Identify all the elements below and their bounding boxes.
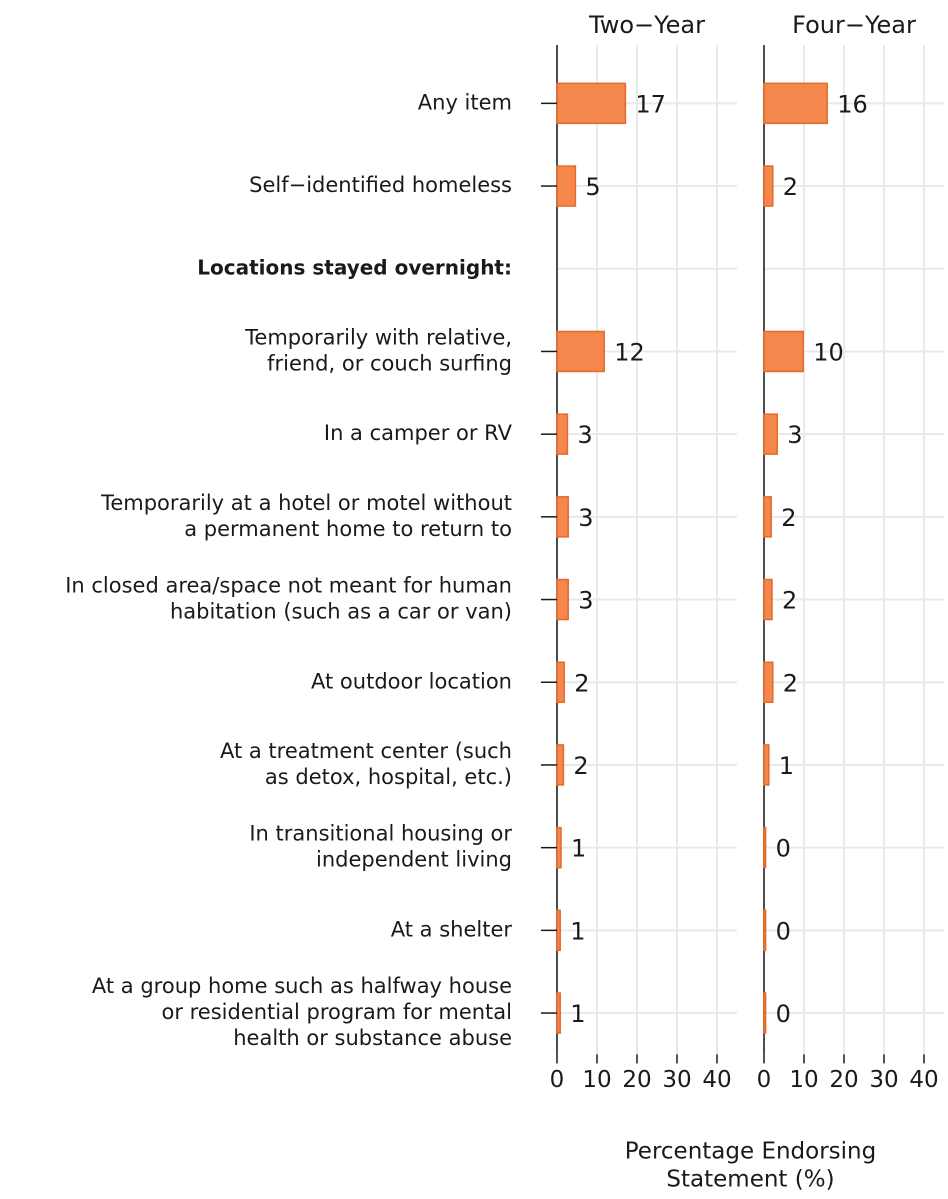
bar [556, 992, 561, 1034]
bar [556, 744, 565, 786]
category-label: habitation (such as a car or van) [170, 600, 512, 624]
x-tick-label: 40 [909, 1067, 938, 1093]
value-label: 2 [782, 587, 797, 615]
value-label: 0 [776, 1000, 791, 1028]
bar [556, 496, 569, 538]
value-label: 2 [781, 504, 796, 532]
value-label: 0 [776, 835, 791, 863]
value-label: 10 [813, 338, 844, 366]
x-tick-label: 20 [622, 1067, 651, 1093]
value-label: 2 [783, 669, 798, 697]
facet-title: Two−Year [588, 11, 705, 39]
x-tick-label: 0 [550, 1067, 565, 1093]
bar [763, 661, 774, 703]
category-label: Any item [418, 90, 512, 114]
value-label: 3 [578, 587, 593, 615]
bar [556, 413, 569, 455]
value-label: 17 [635, 90, 666, 118]
value-label: 1 [779, 752, 794, 780]
category-label: Self−identified homeless [249, 173, 512, 197]
category-label: At a shelter [391, 917, 513, 941]
value-label: 0 [776, 917, 791, 945]
category-label: health or substance abuse [233, 1026, 512, 1050]
category-label: as detox, hospital, etc.) [265, 765, 512, 789]
category-label: independent living [316, 848, 512, 872]
category-label: At a treatment center (such [220, 739, 512, 763]
value-label: 3 [577, 421, 592, 449]
category-label: Temporarily with relative, [244, 325, 512, 349]
x-tick-label: 10 [582, 1067, 611, 1093]
category-label: In closed area/space not meant for human [65, 574, 512, 598]
x-axis-title: Statement (%) [666, 1167, 834, 1193]
value-label: 2 [573, 752, 588, 780]
category-label: In transitional housing or [249, 822, 512, 846]
value-label: 5 [585, 173, 600, 201]
category-label: a permanent home to return to [184, 517, 512, 541]
category-label: In a camper or RV [324, 421, 513, 445]
value-label: 1 [570, 917, 585, 945]
value-label: 2 [783, 173, 798, 201]
bar [763, 578, 773, 621]
bar [556, 909, 561, 952]
value-label: 3 [787, 421, 802, 449]
x-tick-label: 20 [829, 1067, 858, 1093]
category-label: At a group home such as halfway house [92, 974, 512, 998]
category-label: At outdoor location [311, 669, 512, 693]
bar [763, 826, 767, 869]
facet-title: Four−Year [792, 11, 916, 39]
bar [556, 330, 605, 373]
x-axis-title: Percentage Endorsing [625, 1139, 876, 1165]
value-label: 2 [574, 669, 589, 697]
bar [556, 661, 565, 703]
value-label: 3 [578, 504, 593, 532]
bar [763, 413, 778, 455]
value-label: 16 [837, 90, 868, 118]
x-tick-label: 40 [702, 1067, 731, 1093]
category-label: friend, or couch surfing [267, 351, 512, 375]
bar [763, 496, 772, 538]
category-label: Locations stayed overnight: [197, 255, 512, 279]
x-tick-label: 30 [869, 1067, 898, 1093]
bar [556, 165, 577, 207]
bar [763, 992, 767, 1034]
x-tick-label: 30 [662, 1067, 691, 1093]
bar [556, 578, 569, 621]
bar [556, 826, 562, 869]
bar [556, 82, 627, 125]
value-label: 12 [614, 338, 645, 366]
value-label: 1 [570, 1000, 585, 1028]
category-label: Temporarily at a hotel or motel without [100, 491, 512, 515]
x-tick-label: 0 [757, 1067, 772, 1093]
bar [763, 165, 774, 207]
bar [763, 82, 828, 125]
bar [763, 330, 804, 373]
category-label: or residential program for mental [161, 1000, 512, 1024]
bar [763, 909, 767, 952]
value-label: 1 [571, 835, 586, 863]
x-tick-label: 10 [789, 1067, 818, 1093]
bar [763, 744, 770, 786]
